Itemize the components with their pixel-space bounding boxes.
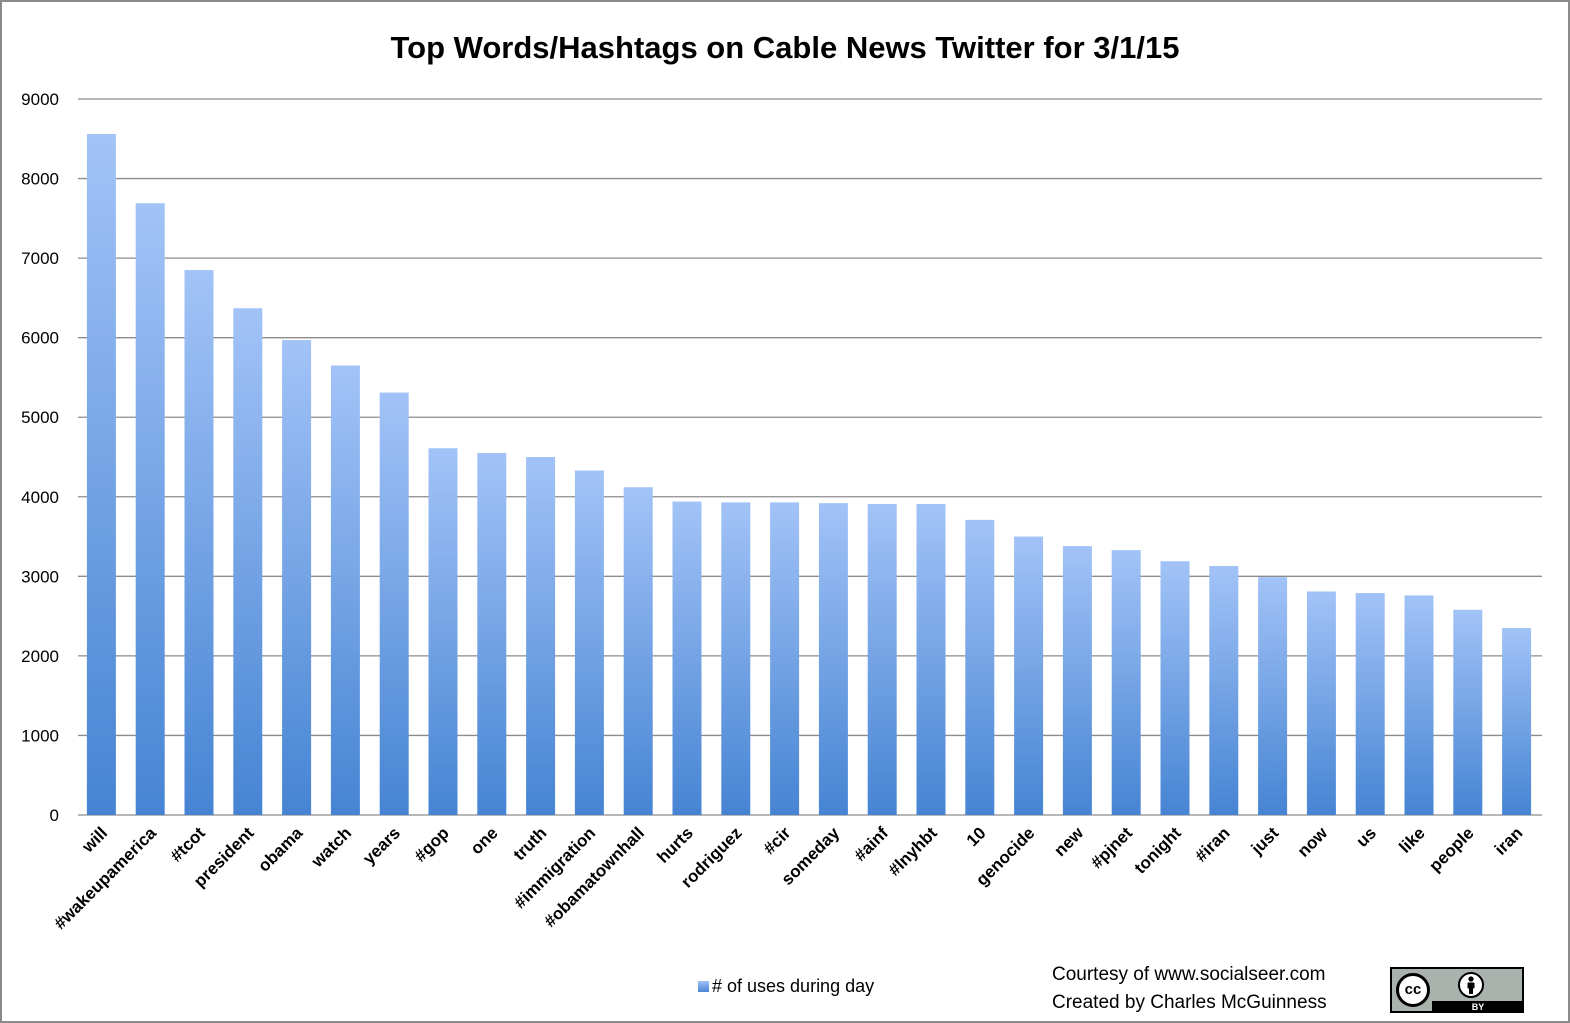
credit-created-by: Created by Charles McGuinness	[1052, 992, 1327, 1013]
bar	[282, 340, 312, 815]
bar	[330, 365, 360, 815]
x-tick-label: will	[78, 823, 112, 857]
bar	[1502, 628, 1532, 815]
bar	[1453, 609, 1483, 815]
x-tick-label: #ainf	[851, 823, 893, 865]
bar	[477, 453, 507, 815]
x-tick-label: years	[359, 823, 404, 868]
x-tick-label: tonight	[1131, 823, 1185, 877]
x-tick-label: iran	[1491, 823, 1526, 858]
x-tick-label: now	[1294, 823, 1332, 861]
bar	[86, 134, 116, 815]
bar	[721, 502, 751, 815]
cc-license-badge: cc BY	[1390, 967, 1524, 1013]
credit-courtesy: Courtesy of www.socialseer.com	[1052, 964, 1326, 985]
legend-swatch	[698, 981, 709, 992]
legend-label: # of uses during day	[712, 976, 875, 996]
bar	[379, 392, 409, 815]
x-tick-label: truth	[510, 823, 551, 864]
bar	[1062, 546, 1092, 815]
person-icon	[1458, 972, 1484, 998]
bar	[770, 502, 800, 815]
x-tick-label: #gop	[411, 823, 453, 865]
by-label: BY	[1432, 1001, 1524, 1013]
y-tick-label: 4000	[21, 488, 59, 507]
x-tick-label: #iran	[1191, 823, 1233, 865]
bar	[672, 501, 702, 815]
bar	[1355, 593, 1385, 815]
bar	[184, 270, 214, 815]
x-tick-label: just	[1247, 823, 1283, 859]
x-tick-label: like	[1395, 823, 1428, 856]
bar	[965, 519, 995, 815]
x-tick-label: us	[1353, 823, 1380, 850]
bar	[1111, 550, 1141, 815]
bar	[867, 503, 897, 815]
y-tick-label: 0	[50, 806, 59, 825]
y-tick-label: 1000	[21, 726, 59, 745]
bar	[428, 448, 458, 815]
x-tick-label: #lnyhbt	[885, 823, 941, 879]
x-tick-label: 10	[963, 823, 990, 850]
x-tick-label: #cir	[760, 823, 795, 858]
y-tick-label: 5000	[21, 408, 59, 427]
x-tick-label: watch	[307, 823, 355, 871]
y-tick-label: 8000	[21, 170, 59, 189]
x-tick-label: #pjnet	[1087, 823, 1136, 872]
y-tick-label: 7000	[21, 249, 59, 268]
x-tick-label: one	[467, 823, 502, 858]
y-tick-label: 9000	[21, 90, 59, 109]
x-tick-label: people	[1425, 823, 1477, 875]
legend: # of uses during day	[698, 976, 874, 997]
y-tick-label: 6000	[21, 329, 59, 348]
cc-icon: cc	[1396, 973, 1430, 1007]
bar	[1306, 591, 1336, 815]
bar	[818, 503, 848, 815]
bar	[526, 457, 556, 815]
y-tick-label: 2000	[21, 647, 59, 666]
bar	[233, 308, 263, 815]
bar	[1258, 577, 1288, 815]
x-tick-label: #tcot	[167, 823, 209, 865]
bar	[1209, 565, 1239, 815]
bar	[574, 470, 604, 815]
bar	[1014, 536, 1044, 815]
bar	[623, 487, 653, 815]
x-tick-label: hurts	[653, 823, 696, 866]
bar	[1404, 595, 1434, 815]
y-tick-label: 3000	[21, 567, 59, 586]
bar	[135, 203, 165, 815]
x-tick-label: new	[1050, 823, 1087, 860]
chart-title: Top Words/Hashtags on Cable News Twitter…	[390, 30, 1180, 65]
bar	[916, 503, 946, 815]
x-tick-label: obama	[254, 823, 307, 876]
bar	[1160, 561, 1190, 815]
